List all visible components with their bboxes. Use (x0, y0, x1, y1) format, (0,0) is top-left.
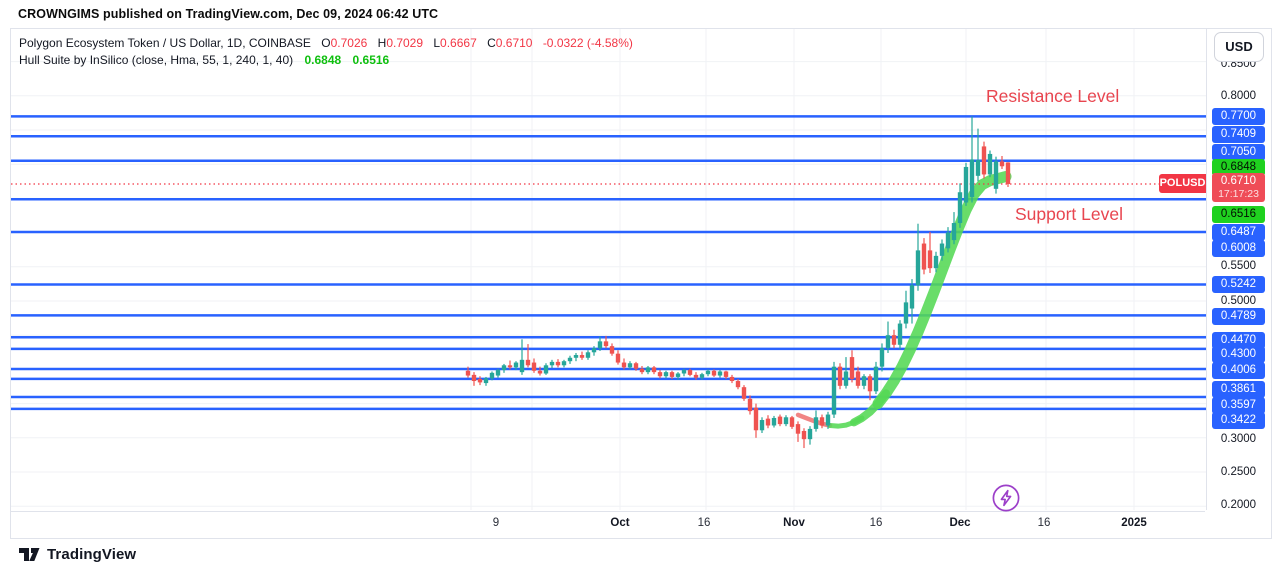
low-label: L (433, 36, 441, 50)
price-label: 0.5500 (1220, 259, 1257, 272)
time-label: Nov (783, 517, 805, 529)
hull-upper-value: 0.6848 (304, 53, 342, 67)
support-annotation: Support Level (1015, 204, 1123, 224)
high-value: 0.7029 (386, 36, 424, 50)
last-price-label: 0.6710 17:17:23 (1212, 172, 1265, 202)
price-label: 0.5242 (1212, 275, 1265, 293)
time-label: 2025 (1121, 517, 1147, 529)
price-label: 0.3861 (1212, 380, 1265, 398)
close-label: C (487, 36, 496, 50)
symbol-title: Polygon Ecosystem Token / US Dollar, 1D,… (19, 36, 311, 50)
symbol-legend-row[interactable]: Polygon Ecosystem Token / US Dollar, 1D,… (19, 35, 633, 52)
price-label: 0.2500 (1220, 465, 1257, 478)
price-label: 0.7700 (1212, 107, 1265, 125)
price-label: 0.3422 (1212, 411, 1265, 429)
price-label: 0.4789 (1212, 307, 1265, 325)
price-label: 0.4006 (1212, 361, 1265, 379)
indicator-legend-row[interactable]: Hull Suite by InSilico (close, Hma, 55, … (19, 52, 633, 69)
price-label: 0.5000 (1220, 294, 1257, 307)
footer: TradingView (18, 545, 136, 563)
chart-widget: Polygon Ecosystem Token / US Dollar, 1D,… (10, 28, 1272, 539)
time-label: Oct (610, 517, 630, 529)
currency-button[interactable]: USD (1214, 32, 1264, 62)
symbol-price-tag: POLUSD (1159, 174, 1206, 193)
price-label: 0.3597 (1212, 396, 1265, 414)
time-label: 16 (697, 517, 711, 529)
price-label: 0.4470 (1212, 331, 1265, 349)
price-label: 0.6516 (1212, 205, 1265, 223)
chart-legend: Polygon Ecosystem Token / US Dollar, 1D,… (19, 35, 633, 69)
hull-lower-value: 0.6516 (352, 53, 390, 67)
price-label: 0.8000 (1220, 89, 1257, 102)
open-value: 0.7026 (330, 36, 368, 50)
time-label: 16 (1037, 517, 1051, 529)
time-label: 9 (492, 517, 500, 529)
open-label: O (321, 36, 331, 50)
chart-plot[interactable] (11, 29, 1206, 510)
price-label: 0.7050 (1212, 143, 1265, 161)
price-label: 0.6008 (1212, 239, 1265, 257)
change-value: -0.0322 (-4.58%) (542, 36, 633, 50)
time-label: 16 (869, 517, 883, 529)
candles (465, 116, 1011, 449)
countdown-timer: 17:17:23 (1218, 187, 1259, 200)
tradingview-brand-text[interactable]: TradingView (47, 545, 137, 563)
published-header: CROWNGIMS published on TradingView.com, … (18, 7, 439, 21)
tradingview-logo-icon[interactable] (18, 545, 40, 563)
price-label: 0.7409 (1212, 125, 1265, 143)
price-label: 0.2000 (1220, 498, 1257, 511)
indicator-title: Hull Suite by InSilico (close, Hma, 55, … (19, 53, 294, 67)
lightning-icon[interactable] (991, 483, 1021, 513)
price-scale[interactable]: USD 0.8500 0.8000 0.7700 0.7409 0.7050 0.6848… (1206, 29, 1271, 511)
close-value: 0.6710 (495, 36, 533, 50)
price-label: 0.6487 (1212, 223, 1265, 241)
price-label: 0.4300 (1212, 345, 1265, 363)
low-value: 0.6667 (440, 36, 477, 50)
time-label: Dec (949, 517, 971, 529)
price-label: 0.6848 (1212, 158, 1265, 176)
price-label: 0.3000 (1220, 432, 1257, 445)
resistance-annotation: Resistance Level (986, 86, 1120, 106)
time-scale[interactable]: 9 Oct 16 Nov 16 Dec 16 2025 (11, 511, 1205, 538)
level-lines[interactable] (11, 115, 1206, 411)
high-label: H (377, 36, 387, 50)
